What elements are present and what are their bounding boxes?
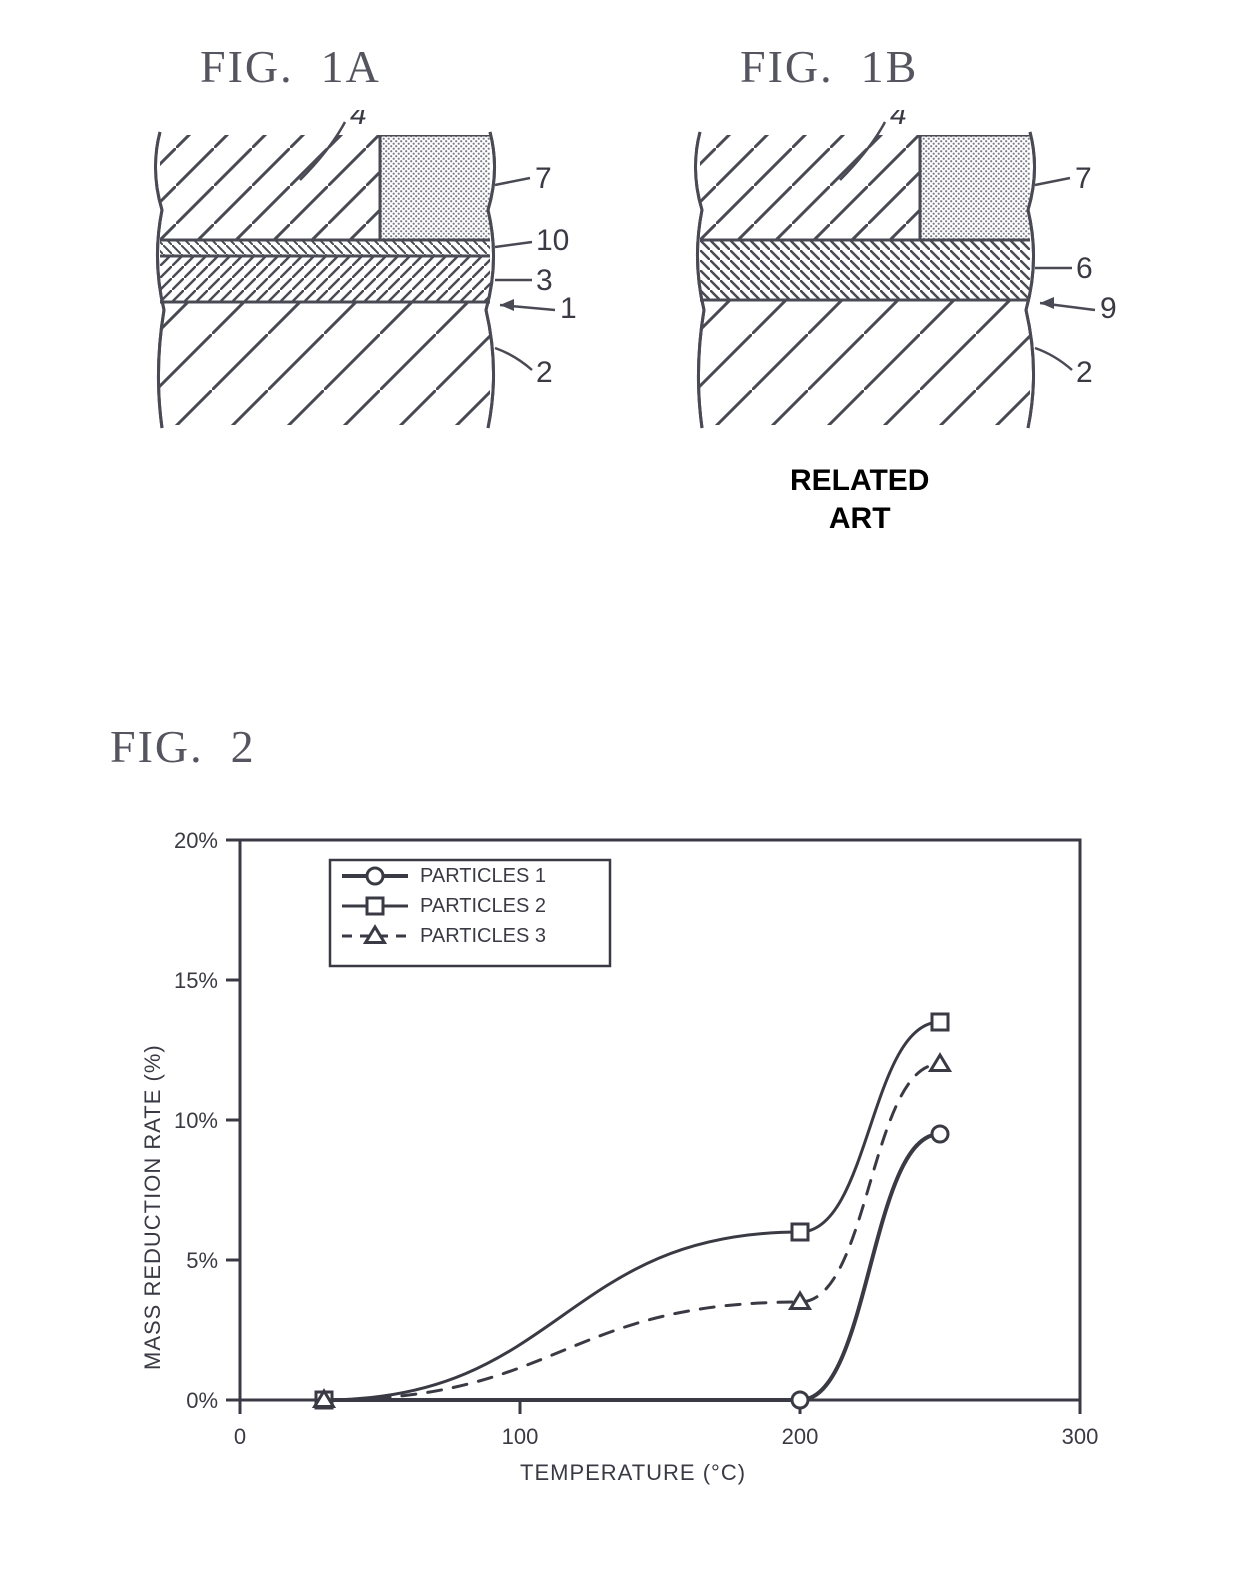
fig-1a-diagram: 4 7 10 3 1 2 [100,110,600,490]
svg-text:300: 300 [1062,1424,1099,1449]
layer-10 [155,240,500,256]
page: FIG. 1A FIG. 1B [0,0,1240,1583]
svg-text:10%: 10% [174,1108,218,1133]
fig-1a-label: FIG. 1A [200,40,381,93]
fig-2-label: FIG. 2 [110,720,256,773]
svg-text:200: 200 [782,1424,819,1449]
layer-2b [695,300,1040,430]
layer-6 [695,240,1040,300]
callout-4b: 4 [890,110,907,131]
callout-6: 6 [1076,252,1093,285]
callout-10: 10 [536,224,569,257]
svg-text:15%: 15% [174,968,218,993]
svg-text:20%: 20% [174,828,218,853]
fig-1b-label: FIG. 1B [740,40,918,93]
layer-3 [155,256,500,302]
fig-1b-diagram: 4 7 6 9 2 [640,110,1140,490]
fig-2-chart: 0 100 200 300 0% 5% 10% 15% 20% PARTICLES 1 PARTIC… [120,800,1120,1520]
callout-7: 7 [535,162,552,195]
svg-text:5%: 5% [186,1248,218,1273]
layer-7b [920,135,1040,240]
layer-2 [155,302,500,432]
callout-2: 2 [536,356,553,389]
related-art-label: RELATED ART [790,462,929,537]
layer-7 [380,135,500,240]
svg-text:0%: 0% [186,1388,218,1413]
callout-4: 4 [350,110,367,131]
svg-text:PARTICLES 3: PARTICLES 3 [420,925,546,947]
callout-2b: 2 [1076,356,1093,389]
svg-text:PARTICLES 1: PARTICLES 1 [420,865,546,887]
callout-1: 1 [560,292,577,325]
callout-7b: 7 [1075,162,1092,195]
svg-text:100: 100 [502,1424,539,1449]
fig2-ylabel: MASS REDUCTION RATE (%) [140,1044,166,1370]
callout-3: 3 [536,264,553,297]
svg-text:PARTICLES 2: PARTICLES 2 [420,895,546,917]
callout-9: 9 [1100,292,1117,325]
fig2-xlabel: TEMPERATURE (°C) [520,1460,746,1486]
svg-text:0: 0 [234,1424,246,1449]
